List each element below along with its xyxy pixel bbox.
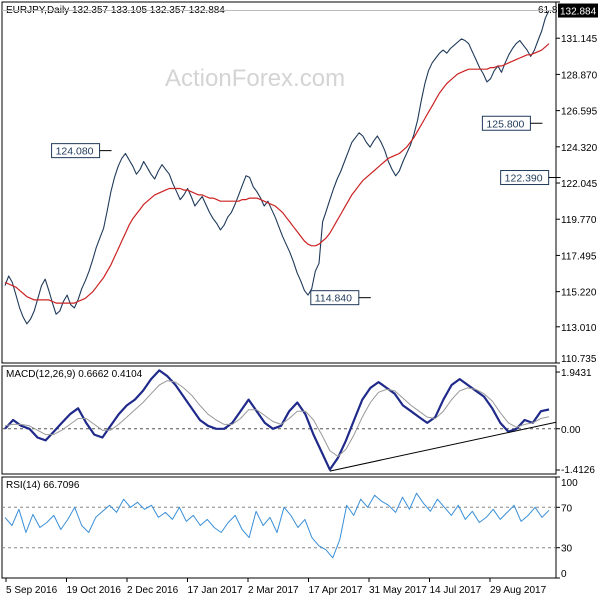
x-tick-label-4: 2 Mar 2017 [248,585,299,596]
y-tick-label-price-7: 117.495 [561,251,597,262]
x-tick-label-0: 5 Sep 2016 [6,585,58,596]
panel-title-macd: MACD(12,26,9) 0.6662 0.4104 [6,369,143,380]
y-tick-label-price-6: 119.770 [561,215,597,226]
y-tick-label-macd-2: -1.4126 [561,465,595,476]
annotation-label-0: 124.080 [56,146,94,158]
y-tick-label-rsi-3: 0 [561,569,567,580]
y-tick-label-price-5: 122.045 [561,179,598,190]
y-tick-label-macd-0: 1.9431 [561,368,592,379]
y-tick-label-price-10: 110.735 [561,354,597,365]
x-tick-label-7: 14 Jul 2017 [430,585,482,596]
y-tick-label-rsi-1: 70 [561,503,573,514]
annotation-label-2: 125.800 [486,118,524,130]
series-macd-signal [4,380,550,457]
panel-frame-macd [1,365,557,475]
series-macd-macd [4,369,550,471]
y-tick-label-rsi-2: 30 [561,544,573,555]
series-rsi-rsi [4,492,550,559]
panel-title-rsi: RSI(14) 66.7096 [6,480,80,491]
x-tick-label-3: 17 Jan 2017 [188,585,243,596]
macd-trendline [329,421,557,472]
x-tick-label-6: 31 May 2017 [369,585,427,596]
y-tick-label-price-1: 131.145 [561,34,598,45]
x-tick-label-8: 29 Aug 2017 [490,585,547,596]
y-tick-label-price-8: 115.220 [561,288,597,299]
y-tick-label-price-9: 113.010 [561,323,597,334]
watermark: ActionForex.com [165,65,345,92]
y-tick-label-macd-1: 0.00 [561,425,581,436]
series-price-price [4,10,550,325]
y-tick-label-price-2: 128.870 [561,70,598,81]
x-tick-label-5: 17 Apr 2017 [309,585,363,596]
last-price-label: 132.884 [560,7,597,18]
y-tick-label-price-4: 124.320 [561,143,598,154]
x-tick-label-2: 2 Dec 2016 [127,585,179,596]
last-price-box [558,3,598,18]
series-price-ma [4,43,550,304]
x-tick-label-1: 19 Oct 2016 [67,585,122,596]
annotation-label-3: 122.390 [505,173,543,185]
annotation-label-1: 114.840 [315,293,352,305]
y-tick-label-rsi-0: 100 [561,478,578,489]
y-tick-label-price-3: 126.595 [561,107,598,118]
panel-frame-price [1,1,557,364]
panel-frame-rsi [1,476,557,579]
